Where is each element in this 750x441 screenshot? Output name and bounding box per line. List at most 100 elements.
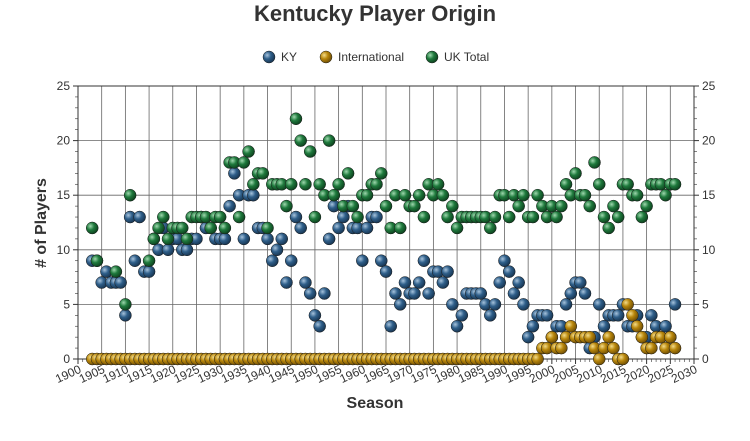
point-ky [597, 319, 611, 333]
y-tick-label-right: 0 [702, 352, 709, 366]
point-uk-total [123, 188, 137, 202]
point-uk-total [569, 167, 582, 180]
point-uk-total [109, 265, 123, 278]
legend-marker-international [319, 50, 333, 64]
point-ky [284, 254, 298, 267]
point-uk-total [412, 188, 426, 202]
point-ky [228, 167, 241, 180]
point-uk-total [119, 298, 132, 311]
point-uk-total [142, 254, 156, 267]
point-uk-total [379, 199, 393, 213]
point-uk-total [488, 210, 502, 224]
y-tick-label-right: 20 [702, 134, 716, 148]
point-ky [502, 265, 516, 278]
point-ky [611, 309, 625, 322]
point-uk-total [157, 210, 170, 224]
y-tick-label-left: 20 [57, 134, 71, 148]
point-ky [436, 276, 450, 289]
point-ky [280, 276, 293, 289]
point-uk-total [284, 178, 298, 191]
point-ky [161, 243, 175, 257]
point-uk-total [441, 210, 454, 224]
point-uk-total [607, 199, 620, 213]
y-tick-label-left: 0 [63, 352, 70, 366]
point-ky [370, 210, 383, 224]
point-ky [574, 276, 587, 289]
y-tick-label-right: 10 [702, 243, 716, 257]
point-ky [299, 276, 312, 289]
point-ky [223, 199, 236, 213]
point-uk-total [531, 188, 544, 202]
y-tick-label-left: 10 [57, 243, 71, 257]
point-ky [455, 309, 469, 322]
legend-label-ky: KY [281, 50, 297, 64]
point-ky [313, 319, 326, 333]
point-international [607, 341, 620, 355]
point-uk-total [85, 221, 99, 235]
point-uk-total [346, 199, 360, 213]
point-uk-total [431, 178, 445, 191]
point-ky [247, 188, 260, 202]
data-points [85, 112, 682, 366]
point-ky [218, 232, 232, 246]
point-uk-total [280, 199, 293, 213]
point-ky [668, 298, 682, 311]
point-ky [417, 254, 431, 267]
point-uk-total [578, 188, 592, 202]
point-international [668, 341, 682, 355]
point-ky [303, 287, 317, 300]
point-uk-total [180, 232, 194, 246]
point-international [592, 352, 606, 366]
point-uk-total [370, 178, 383, 191]
point-ky [512, 276, 525, 289]
point-ky [375, 254, 388, 267]
legend-marker-ky [262, 50, 276, 64]
point-ky [564, 287, 578, 300]
axis-ticks: 1900190519101915192019251930193519401945… [53, 79, 716, 386]
point-uk-total [322, 134, 336, 147]
point-uk-total [602, 221, 615, 235]
point-ky [559, 298, 573, 311]
point-uk-total [299, 178, 312, 191]
point-ky [393, 298, 407, 311]
point-ky [645, 309, 658, 322]
point-international [645, 341, 658, 355]
x-axis-title: Season [347, 395, 404, 412]
point-uk-total [90, 254, 104, 267]
point-ky [128, 254, 142, 267]
point-uk-total [213, 210, 227, 224]
point-ky [483, 309, 497, 322]
point-ky [389, 287, 402, 300]
point-uk-total [294, 134, 307, 147]
point-uk-total [237, 156, 251, 169]
point-ky [493, 276, 506, 289]
point-uk-total [332, 178, 345, 191]
point-uk-total [555, 199, 568, 213]
point-ky [441, 265, 454, 278]
point-ky [332, 221, 345, 235]
point-uk-total [450, 221, 464, 235]
point-international [626, 309, 639, 322]
point-ky [578, 287, 592, 300]
point-uk-total [635, 210, 649, 224]
point-uk-total [668, 178, 682, 191]
point-ky [446, 298, 459, 311]
point-uk-total [559, 178, 573, 191]
point-international [635, 330, 649, 344]
point-uk-total [502, 210, 516, 224]
y-tick-label-left: 5 [63, 297, 70, 311]
point-ky [294, 221, 307, 235]
y-axis-title: # of Players [33, 178, 50, 268]
point-uk-total [308, 210, 322, 224]
point-ky [384, 319, 397, 333]
point-ky [540, 309, 554, 322]
point-ky [337, 210, 350, 224]
point-uk-total [204, 221, 217, 235]
legend: KY International UK Total [262, 50, 489, 64]
point-uk-total [232, 210, 246, 224]
point-uk-total [592, 178, 606, 191]
point-uk-total [398, 188, 412, 202]
point-ky [180, 243, 194, 257]
